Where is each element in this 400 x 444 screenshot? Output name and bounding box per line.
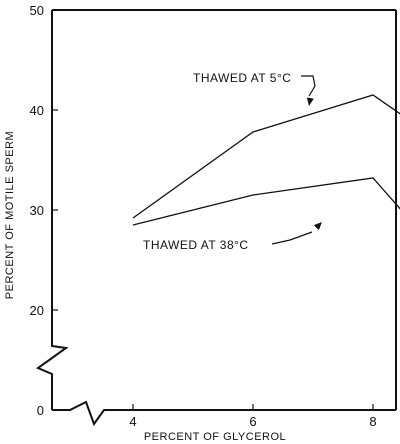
y-tick-label-50: 50 [30, 3, 44, 18]
series-lines [132, 94, 400, 226]
annotation-thawed-38c: THAWED AT 38°C [143, 238, 249, 252]
y-tick-labels: 0 20 30 40 50 [30, 3, 58, 418]
y-axis-break [35, 10, 69, 410]
y-tick-label-40: 40 [30, 103, 44, 118]
leader-line-5c [301, 75, 316, 97]
x-tick-label-6: 6 [249, 414, 256, 429]
y-tick-label-0: 0 [37, 403, 44, 418]
y-tick-label-20: 20 [30, 303, 44, 318]
leader-line-38c [271, 231, 313, 245]
series-line-5c [132, 94, 400, 219]
x-axis-break [52, 400, 396, 427]
y-tick-label-30: 30 [30, 203, 44, 218]
x-axis-label: PERCENT OF GLYCEROL [144, 431, 286, 443]
annotations: THAWED AT 5°C THAWED AT 38°C [143, 71, 322, 252]
annotation-thawed-5c: THAWED AT 5°C [193, 71, 291, 85]
x-tick-labels: 46810 [129, 404, 377, 429]
x-tick-label-8: 8 [369, 414, 376, 429]
arrowhead-38c [313, 222, 322, 231]
series-line-38c [132, 177, 400, 226]
y-axis-label: PERCENT OF MOTILE SPERM [4, 131, 16, 299]
plot-frame [35, 9, 397, 427]
x-tick-label-4: 4 [129, 414, 136, 429]
arrowhead-5c [306, 97, 314, 106]
